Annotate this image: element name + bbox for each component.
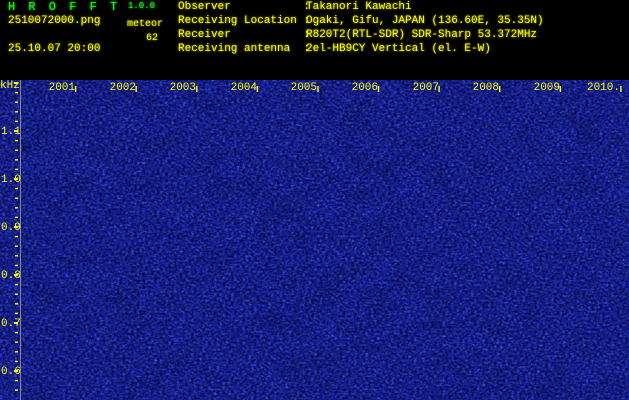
svg-text:2008: 2008 bbox=[473, 82, 499, 94]
svg-text:2005: 2005 bbox=[291, 82, 317, 94]
svg-text:2006: 2006 bbox=[352, 82, 378, 94]
svg-text:kHz: kHz bbox=[0, 80, 20, 92]
svg-text:2003: 2003 bbox=[170, 82, 196, 94]
svg-text:2007: 2007 bbox=[413, 82, 439, 94]
svg-text:2002: 2002 bbox=[110, 82, 136, 94]
svg-text:2009: 2009 bbox=[534, 82, 560, 94]
svg-text:1.1: 1.1 bbox=[1, 126, 21, 138]
svg-text:2010.: 2010. bbox=[587, 82, 620, 94]
svg-text:2004: 2004 bbox=[231, 82, 258, 94]
svg-text:2001: 2001 bbox=[49, 82, 76, 94]
